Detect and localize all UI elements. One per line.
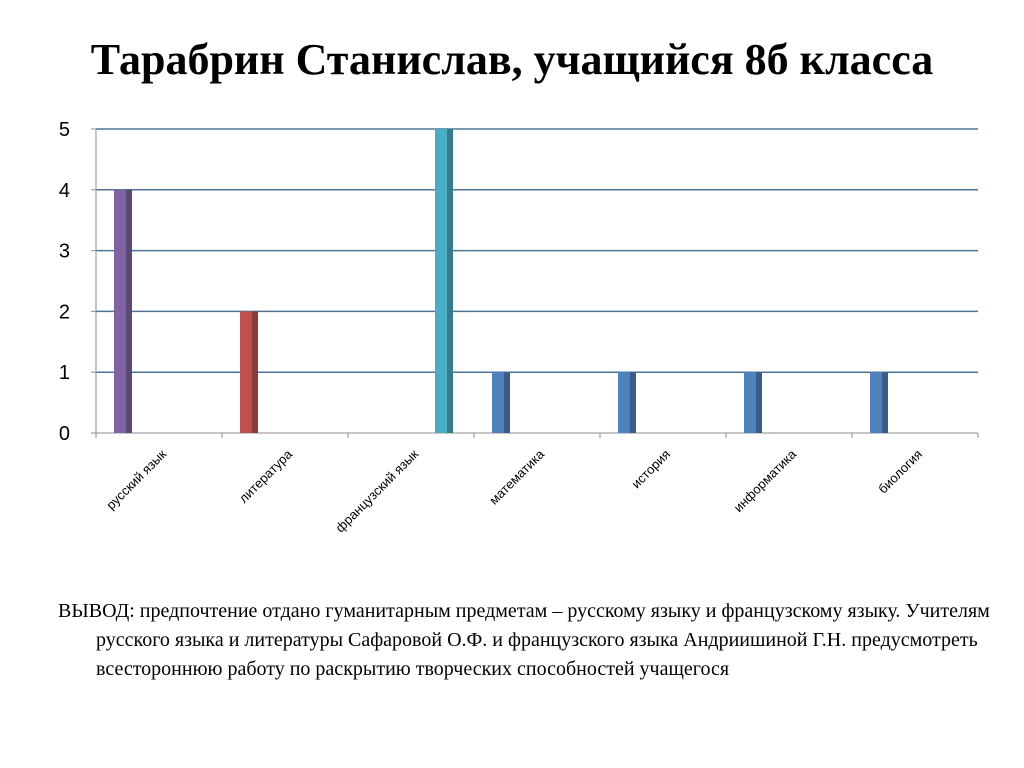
y-tick-label-4: 4 — [59, 180, 70, 202]
category-labels: русский язык литература французский язык ма… — [103, 446, 925, 535]
bar-shade — [504, 372, 510, 433]
bar-shade — [126, 189, 132, 433]
category-label: французский язык — [332, 446, 421, 535]
conclusion-paragraph: ВЫВОД: предпочтение отдано гуманитарным … — [58, 597, 1024, 684]
gridlines — [96, 128, 978, 373]
bar-shade — [882, 372, 888, 433]
category-label: информатика — [731, 446, 800, 515]
category-label: история — [628, 447, 673, 492]
bar-shade — [447, 129, 453, 433]
y-tick-label-3: 3 — [59, 241, 70, 263]
bar-shade — [252, 311, 258, 433]
bars — [114, 129, 888, 433]
y-tick-label-2: 2 — [59, 301, 70, 323]
bar-shade — [630, 372, 636, 433]
conclusion-text: предпочтение отдано гуманитарным предмет… — [96, 600, 990, 680]
category-label: русский язык — [103, 446, 169, 512]
category-label: биология — [875, 447, 925, 497]
y-tick-label-0: 0 — [59, 423, 70, 445]
slide-title: Тарабрин Станислав, учащийся 8б класса — [90, 35, 934, 84]
category-label: литература — [236, 446, 296, 506]
y-tick-label-5: 5 — [59, 119, 70, 141]
bar-shade — [756, 372, 762, 433]
conclusion-label: ВЫВОД: — [58, 600, 135, 622]
y-tick-labels: 0 1 2 3 4 5 — [59, 119, 70, 445]
category-label: математика — [486, 446, 548, 508]
y-tick-label-1: 1 — [59, 362, 70, 384]
axes — [91, 128, 979, 438]
